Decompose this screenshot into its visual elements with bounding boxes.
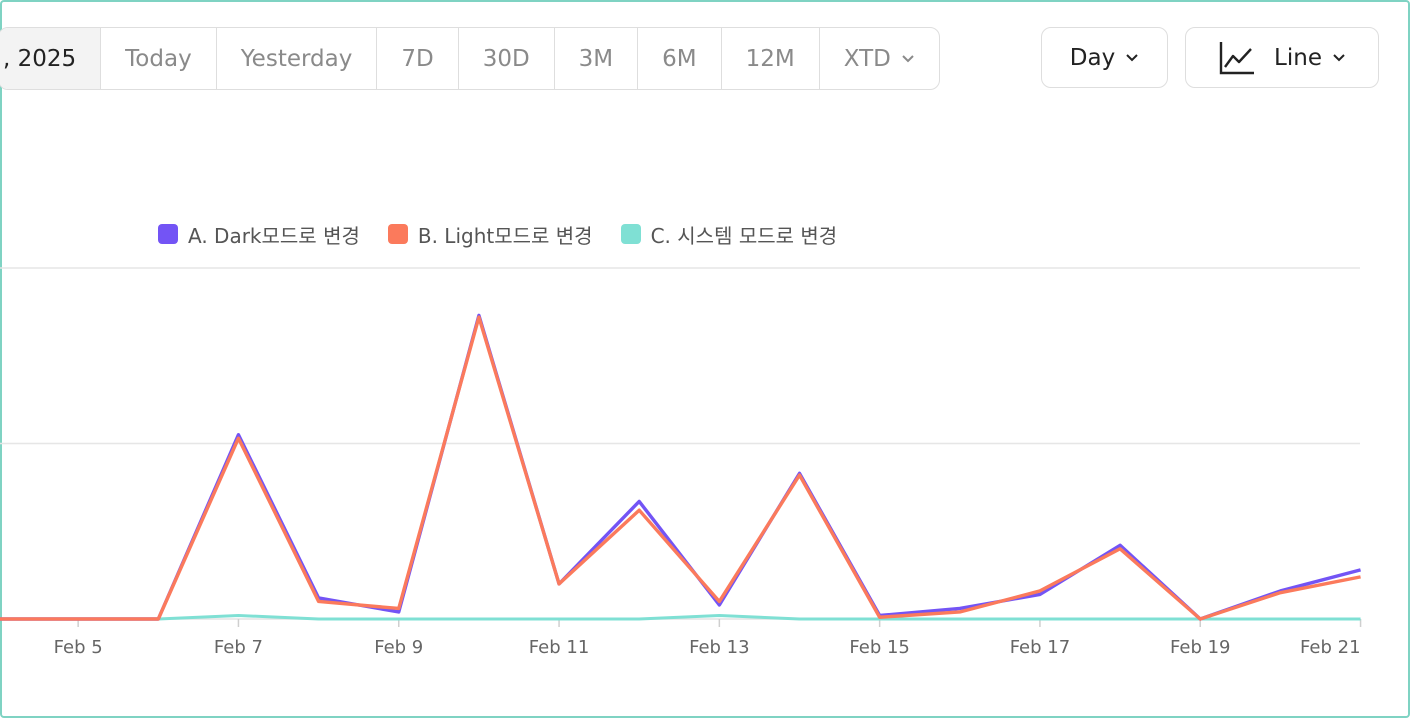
x-tick-label: Feb 5 — [54, 637, 103, 658]
range-30d-button[interactable]: 30D — [457, 28, 554, 89]
date-range-button[interactable]: , 2025 — [0, 28, 101, 89]
x-tick-label: Feb 15 — [849, 637, 910, 658]
legend-item-light[interactable]: B. Light모드로 변경 — [387, 220, 593, 249]
interval-label: Day — [1069, 44, 1116, 71]
chart-legend: A. Dark모드로 변경 B. Light모드로 변경 C. 시스템 모드로 … — [158, 218, 865, 250]
x-tick-label: Feb 11 — [529, 637, 590, 658]
series-line-dark[interactable] — [0, 313, 1361, 621]
legend-label-light: B. Light모드로 변경 — [417, 223, 593, 248]
chart-type-dropdown[interactable]: Line — [1185, 27, 1379, 88]
legend-swatch-system — [620, 224, 641, 244]
x-tick-label: Feb 21 — [1300, 637, 1361, 658]
range-12m-button[interactable]: 12M — [720, 28, 819, 89]
x-tick-label: Feb 13 — [689, 637, 750, 658]
range-3m-button[interactable]: 3M — [553, 28, 637, 89]
x-tick-label: Feb 17 — [1010, 637, 1071, 658]
legend-item-dark[interactable]: A. Dark모드로 변경 — [158, 220, 360, 249]
chart-type-label: Line — [1274, 44, 1322, 71]
chevron-down-icon — [902, 54, 914, 62]
legend-label-system: C. 시스템 모드로 변경 — [650, 223, 838, 248]
chevron-down-icon — [1333, 53, 1345, 61]
interval-dropdown[interactable]: Day — [1041, 27, 1168, 88]
range-6m-button[interactable]: 6M — [637, 28, 720, 89]
x-tick-label: Feb 9 — [374, 637, 423, 658]
x-tick-label: Feb 7 — [214, 637, 263, 658]
series-line-light[interactable] — [0, 315, 1361, 621]
range-xtd-dropdown[interactable]: XTD — [818, 28, 939, 89]
date-range-selector: , 2025 Today Yesterday 7D 30D 3M 6M 12M … — [0, 27, 940, 90]
line-chart-icon — [1219, 41, 1255, 74]
range-yesterday-button[interactable]: Yesterday — [215, 28, 377, 89]
range-7d-button[interactable]: 7D — [376, 28, 457, 89]
x-tick-label: Feb 19 — [1170, 637, 1231, 658]
legend-label-dark: A. Dark모드로 변경 — [188, 223, 360, 248]
legend-swatch-dark — [158, 224, 178, 244]
series-line-system[interactable] — [0, 613, 1361, 621]
range-today-button[interactable]: Today — [100, 28, 216, 89]
legend-swatch-light — [387, 224, 408, 244]
chevron-down-icon — [1126, 53, 1138, 61]
legend-item-system[interactable]: C. 시스템 모드로 변경 — [620, 220, 838, 249]
